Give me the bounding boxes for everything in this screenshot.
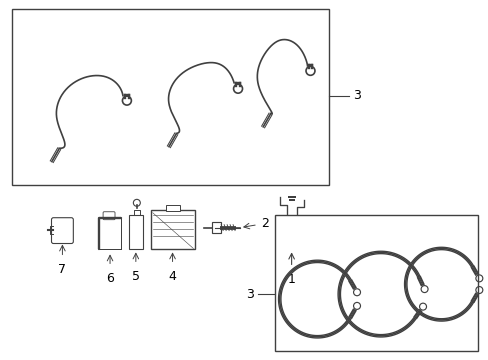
Text: 4: 4: [168, 270, 176, 283]
FancyBboxPatch shape: [103, 212, 115, 220]
Bar: [165, 205, 180, 211]
FancyBboxPatch shape: [51, 218, 73, 243]
Bar: [12, 9, 328, 185]
Text: 1: 1: [287, 273, 295, 286]
Bar: [129, 215, 142, 249]
Text: 7: 7: [58, 264, 66, 276]
Bar: [150, 210, 195, 249]
Bar: [274, 215, 477, 351]
Text: 6: 6: [106, 272, 114, 285]
FancyBboxPatch shape: [211, 222, 220, 233]
Text: 2: 2: [260, 217, 268, 230]
Text: 3: 3: [245, 288, 253, 301]
Text: 5: 5: [132, 270, 140, 283]
Text: 3: 3: [352, 89, 360, 102]
